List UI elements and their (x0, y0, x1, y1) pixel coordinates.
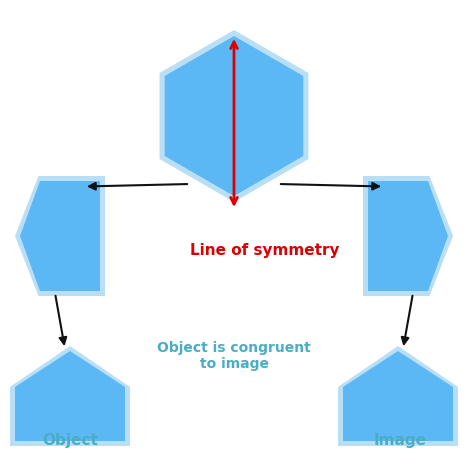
Polygon shape (368, 181, 448, 291)
Polygon shape (165, 36, 303, 196)
Text: Image: Image (373, 433, 426, 448)
Polygon shape (338, 346, 458, 446)
Polygon shape (160, 30, 308, 202)
Polygon shape (15, 351, 125, 441)
Polygon shape (363, 176, 453, 296)
Polygon shape (20, 181, 100, 291)
Polygon shape (343, 351, 453, 441)
Text: Object: Object (42, 433, 98, 448)
Polygon shape (15, 176, 105, 296)
Polygon shape (10, 346, 130, 446)
Text: Object is congruent
to image: Object is congruent to image (157, 341, 311, 371)
Text: Line of symmetry: Line of symmetry (190, 244, 339, 259)
